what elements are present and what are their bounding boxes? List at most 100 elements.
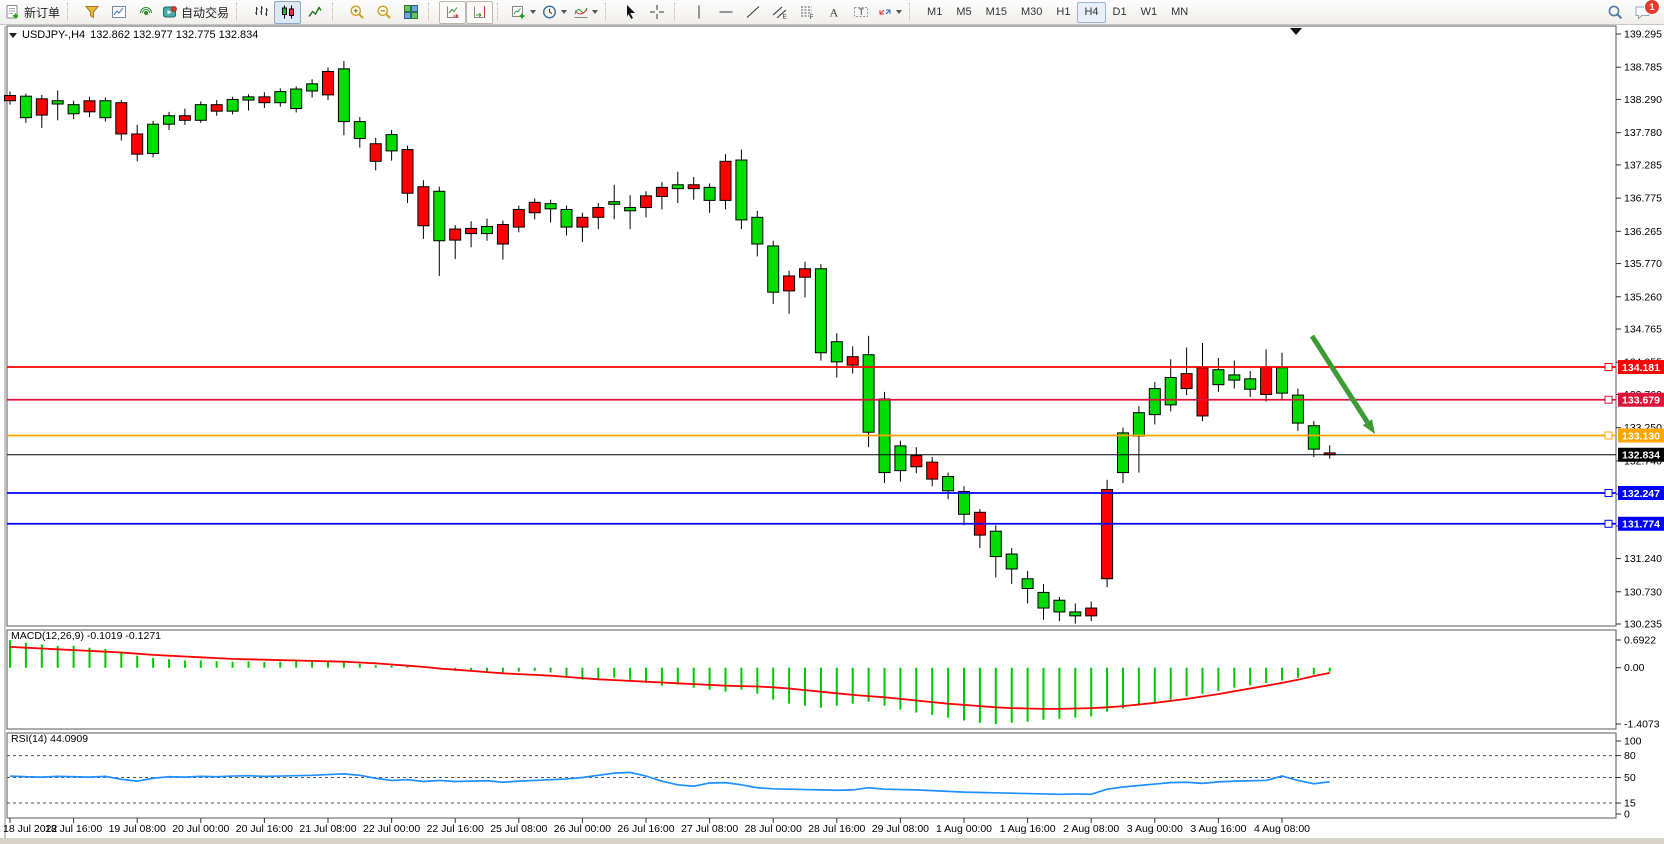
timeframe-H1[interactable]: H1 [1056,6,1071,18]
trendline-button[interactable] [739,1,766,24]
price-line-label-text: 132.834 [1622,450,1660,462]
chevron-down-icon [592,10,599,14]
time-tick-label: 1 Aug 16:00 [1000,823,1056,835]
new-chart-button[interactable] [508,1,539,24]
horizontal-line-object[interactable]: 133.130 [7,428,1664,443]
horizontal-line-object[interactable]: 134.181 [7,360,1664,375]
timeframe-H4[interactable]: H4 [1077,1,1106,23]
price-line-label[interactable] [1618,428,1664,443]
periods-button[interactable] [539,1,570,24]
macd-axis-label: -1.4073 [1624,719,1660,731]
timeframe-W1[interactable]: W1 [1140,6,1158,18]
chat-button[interactable]: 1 [1629,0,1660,24]
price-line-label[interactable] [1618,485,1664,500]
timeframe-D1[interactable]: D1 [1112,6,1127,18]
candle [210,100,223,116]
candle [226,96,239,115]
data-window-button[interactable] [105,1,132,24]
macd-values: -0.1019 -0.1271 [86,630,162,642]
rsi-panel: 100 80 50 150 [7,736,1642,821]
candlestick-chart-button[interactable] [274,0,302,24]
candle [449,225,462,259]
price-line-label[interactable] [1618,447,1664,462]
tile-windows-button[interactable] [397,1,424,24]
timeframe-M15[interactable]: M15 [985,6,1007,18]
equidistant-channel-button[interactable]: E [766,1,793,24]
price-tick-label: 137.780 [1624,127,1662,139]
bar-chart-icon [253,4,269,20]
market-watch-button[interactable] [78,1,105,24]
chevron-down-icon [896,10,903,14]
candle [147,120,160,158]
horizontal-line-button[interactable] [712,1,739,24]
chart-shift-marker[interactable] [1290,28,1302,35]
zoom-out-icon [376,4,392,20]
text-button[interactable]: A [820,1,847,24]
crosshair-button[interactable] [643,1,670,24]
timeframe-M30[interactable]: M30 [1021,6,1043,18]
autotrading-button[interactable]: 自动交易 [159,1,232,24]
search-button[interactable] [1602,1,1629,24]
zoom-in-button[interactable] [343,1,370,24]
candle [624,195,637,230]
trendline-icon [745,4,761,20]
candle [894,440,907,482]
candle [1291,388,1304,431]
right-tools: 1 [1602,0,1660,24]
price-line-label[interactable] [1618,516,1664,531]
candle [862,335,875,448]
price-tick-label: 134.765 [1624,324,1662,336]
price-tick-label: 135.260 [1624,291,1662,303]
macd-panel: 0.6922 0.00 -1.4073 [9,635,1660,731]
arrow-shapes-icon [877,4,893,20]
candle [51,90,64,121]
horizontal-line-object[interactable]: 133.679 [7,392,1664,407]
macd-axis-label: 0.00 [1624,662,1645,674]
current-price-line[interactable]: 132.834 [7,447,1664,462]
signals-button[interactable] [132,1,159,24]
timeframe-M5[interactable]: M5 [956,6,972,18]
fibonacci-button[interactable]: F [793,1,820,24]
text-label-button[interactable]: T [847,1,874,24]
symbol-title[interactable]: USDJPY-,H4 132.862 132.977 132.775 132.8… [9,29,258,41]
cursor-button[interactable] [616,1,643,24]
price-line-label-text: 133.130 [1622,430,1660,442]
candle [608,184,621,220]
time-tick-label: 26 Jul 00:00 [554,823,611,835]
vertical-line-button[interactable] [685,1,712,24]
candle [433,186,446,276]
auto-scroll-button[interactable] [439,0,467,24]
price-line-label[interactable] [1618,360,1664,375]
indicators-button[interactable] [570,1,601,24]
price-tick-label: 131.240 [1624,553,1662,565]
timeframe-MN[interactable]: MN [1171,6,1189,18]
price-axis[interactable]: 139.295 138.785 138.290 137.780 137.285 136.7… [1616,29,1662,631]
horizontal-line-object[interactable]: 132.247 [7,485,1664,500]
window-bottom-strip [0,838,1664,844]
trend-arrow-annotation[interactable] [1309,334,1375,434]
rsi-axis-label: 0 [1624,809,1630,821]
price-line-label[interactable] [1618,392,1664,407]
horizontal-line-object[interactable]: 131.774 [7,516,1664,531]
arrow-shapes-button[interactable] [874,1,905,24]
line-chart-button[interactable] [301,1,328,24]
candle [1053,596,1066,622]
candle [846,346,859,374]
candle [1164,359,1177,412]
candle [830,333,843,378]
time-tick-label: 22 Jul 00:00 [363,823,420,835]
candle [1148,382,1161,425]
candle [1021,570,1034,604]
bar-chart-button[interactable] [247,1,274,24]
chart-shift-button[interactable] [466,0,494,24]
ohlc-readout: 132.862 132.977 132.775 132.834 [90,29,259,41]
time-tick-label: 4 Aug 08:00 [1254,823,1310,835]
zoom-out-button[interactable] [370,1,397,24]
timeframe-M1[interactable]: M1 [927,6,943,18]
candle [1244,371,1257,398]
price-tick-label: 138.785 [1624,62,1662,74]
new-order-button[interactable]: 新订单 [2,1,63,24]
